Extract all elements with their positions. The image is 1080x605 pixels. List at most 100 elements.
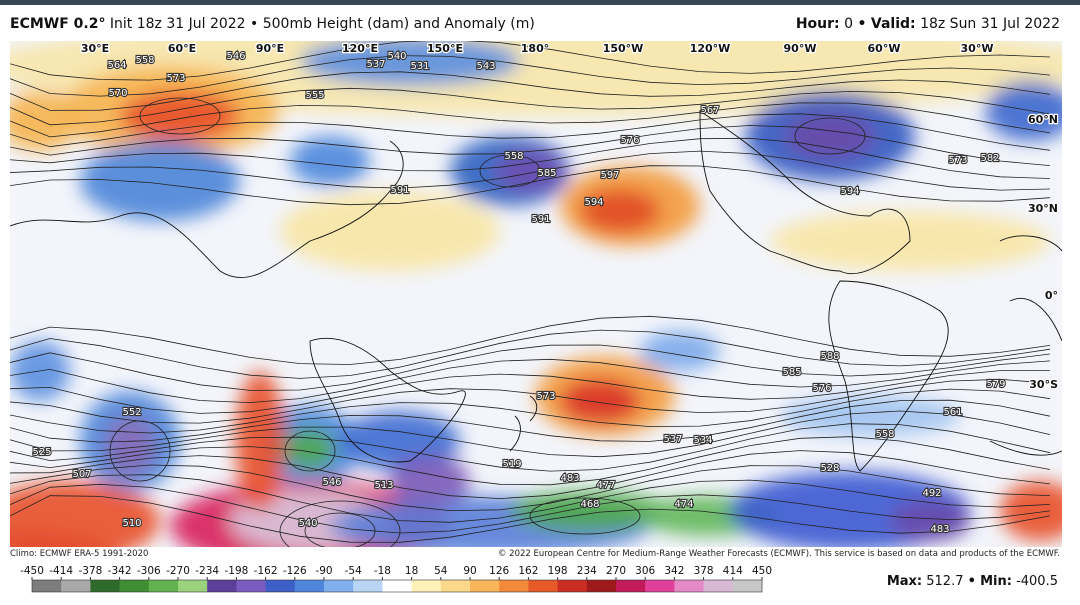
contour-label: 525 (32, 447, 51, 458)
anomaly-region (300, 41, 520, 86)
climo-note: Climo: ECMWF ERA-5 1991-2020 (10, 549, 149, 559)
contour-label: 573 (166, 73, 185, 84)
colorbar-segment (586, 580, 617, 592)
contour-line (10, 483, 1051, 534)
separator: • (857, 16, 867, 32)
max-value: 512.7 (926, 574, 964, 589)
contour-line (10, 399, 1051, 443)
contour-label: 543 (476, 61, 495, 72)
colorbar-segment (294, 580, 325, 592)
contour-line (10, 464, 1051, 512)
min-value: -400.5 (1016, 574, 1058, 589)
colorbar-segment (732, 580, 763, 592)
anomaly-region (785, 114, 875, 158)
anomaly-region (640, 331, 720, 371)
colorbar-segment (119, 580, 150, 592)
contour-line (10, 150, 1051, 191)
colorbar-segments (32, 580, 763, 592)
contour-line (10, 450, 1051, 500)
latitude-label: 30°N (1028, 202, 1058, 215)
colorbar-tick-label: -162 (254, 565, 278, 577)
contour-label: 597 (600, 170, 619, 181)
colorbar-segment (557, 580, 588, 592)
colorbar-tick-label: -234 (195, 565, 219, 577)
contour-label: 477 (596, 480, 615, 491)
header-right: Hour: 0 • Valid: 18z Sun 31 Jul 2022 (796, 16, 1060, 32)
latitude-label: 0° (1045, 289, 1058, 302)
colorbar: -450 -414 -378 -342 -306 -270 -234 -198 -162 -126… (20, 565, 772, 593)
colorbar-segment (645, 580, 675, 592)
contour-label: 558 (504, 151, 523, 162)
colorbar-segment (616, 580, 646, 592)
colorbar-tick-label: -414 (49, 565, 73, 577)
colorbar-tick-label: -126 (283, 565, 307, 577)
contour-line (10, 87, 1051, 126)
contour-loop (284, 430, 336, 472)
contour-label: 585 (537, 168, 556, 179)
valid-label: Valid: (870, 16, 916, 32)
contour-label: 531 (410, 61, 429, 72)
header: ECMWF 0.2° Init 18z 31 Jul 2022 • 500mb … (0, 5, 1080, 41)
colorbar-tick-label: 18 (405, 565, 418, 577)
contour-label: 591 (390, 185, 409, 196)
longitude-label: 120°W (690, 42, 731, 55)
anomaly-region (890, 501, 970, 541)
top-bar (0, 0, 1080, 5)
contour-label: 510 (122, 518, 141, 529)
anomaly-region (780, 396, 960, 436)
latitude-label: 60°N (1028, 113, 1058, 126)
colorbar-segment (411, 580, 442, 592)
colorbar-segment (440, 580, 471, 592)
contour-label: 567 (700, 105, 719, 116)
contour-label: 582 (980, 153, 999, 164)
contour-label: 558 (875, 429, 894, 440)
colorbar-segment (382, 580, 413, 592)
colorbar-tick-label: 270 (606, 565, 626, 577)
anomaly-region (10, 531, 110, 547)
longitude-label: 90°E (256, 42, 284, 55)
valid: 18z Sun 31 Jul 2022 (920, 16, 1060, 32)
colorbar-segment (265, 580, 296, 592)
contour-loop (479, 154, 541, 188)
colorbar-tick-label: 450 (752, 565, 772, 577)
colorbar-tick-label: -306 (137, 565, 161, 577)
colorbar-tick-label: -270 (166, 565, 190, 577)
colorbar-segment (703, 580, 734, 592)
longitude-label: 30°E (81, 42, 109, 55)
contour-label: 576 (620, 135, 639, 146)
contour-label: 468 (580, 499, 599, 510)
coastline (309, 337, 466, 463)
coastline (699, 110, 911, 275)
colorbar-segment (470, 580, 500, 592)
colorbar-tick-label: -198 (224, 565, 248, 577)
contour-line (10, 137, 1051, 179)
contour-line (10, 125, 1051, 166)
longitude-label: 60°W (868, 42, 901, 55)
contour-loop (304, 512, 376, 547)
colorbar-segment (528, 580, 559, 592)
colorbar-tick-label: -54 (345, 565, 362, 577)
contour-loop (794, 117, 866, 155)
latitude-label: 30°S (1029, 378, 1058, 391)
contour-label: 537 (366, 59, 385, 70)
contour-line (10, 474, 1051, 523)
colorbar-tick-label: 378 (694, 565, 714, 577)
contour-label: 564 (107, 60, 126, 71)
contour-label: 540 (298, 518, 317, 529)
anomaly-region (285, 429, 335, 469)
contour-label: 507 (72, 469, 91, 480)
min-label: Min: (980, 574, 1012, 589)
header-left: ECMWF 0.2° Init 18z 31 Jul 2022 • 500mb … (10, 16, 535, 32)
contour-line (10, 55, 1051, 97)
anomaly-region (390, 456, 470, 506)
colorbar-tick-label: 306 (635, 565, 655, 577)
colorbar-tick-label: 162 (518, 565, 538, 577)
contour-loop (529, 497, 641, 535)
colorbar-tick-label: -450 (20, 565, 44, 577)
contour-line (10, 165, 1051, 206)
colorbar-segment (90, 580, 121, 592)
contour-line (10, 423, 1051, 472)
colorbar-segment (499, 580, 529, 592)
